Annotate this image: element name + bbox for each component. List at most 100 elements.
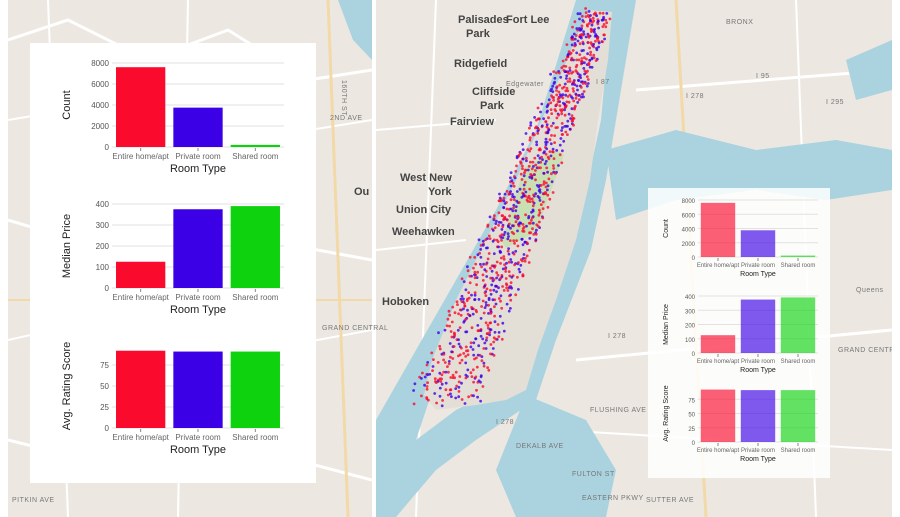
listing-point	[582, 90, 586, 93]
listing-point	[433, 392, 437, 395]
listing-point	[451, 373, 455, 377]
listing-point	[592, 53, 596, 57]
listing-point	[497, 286, 500, 290]
listing-point	[529, 147, 533, 151]
listing-point	[553, 141, 556, 145]
listing-point	[566, 119, 570, 123]
listing-point	[508, 214, 511, 218]
listing-point	[550, 180, 554, 184]
listing-point	[426, 361, 430, 364]
listing-point	[540, 102, 544, 106]
listing-point	[515, 239, 518, 243]
y-axis-label: Avg. Rating Score	[61, 342, 73, 430]
listing-point	[523, 240, 527, 244]
listing-point	[485, 262, 488, 266]
y-tick-label: 0	[105, 424, 110, 433]
listing-point	[544, 143, 548, 147]
listing-point	[488, 331, 492, 334]
listing-point	[509, 307, 512, 310]
y-tick-label: 300	[685, 309, 696, 315]
listing-point	[537, 213, 541, 217]
listing-point	[542, 180, 546, 184]
listing-point	[485, 287, 489, 291]
bar-chart: 0 25 50 75 Entire home/apt Private room Shared…	[61, 342, 284, 456]
listing-point	[501, 225, 505, 229]
listing-point	[564, 58, 568, 61]
listing-point	[475, 310, 478, 314]
listing-point	[450, 335, 454, 339]
listing-point	[546, 205, 550, 209]
listing-point	[562, 64, 566, 68]
listing-point	[505, 282, 508, 286]
map-label: PITKIN AVE	[12, 497, 55, 504]
listing-point	[522, 183, 526, 187]
listing-point	[480, 305, 483, 308]
listing-point	[588, 46, 591, 50]
listing-point	[479, 399, 482, 403]
map-label: Edgewater	[506, 81, 544, 88]
listing-point	[554, 104, 558, 107]
map-label: BRONX	[726, 19, 754, 26]
listing-point	[546, 184, 550, 188]
bar-chart: 0 100 200 300 400 Entire home/apt Private room…	[61, 200, 284, 316]
listing-point	[550, 124, 553, 128]
y-axis-label: Median Price	[663, 304, 670, 345]
listing-point	[505, 261, 508, 265]
listing-point	[539, 110, 542, 114]
listing-point	[421, 371, 424, 375]
listing-point	[502, 257, 506, 261]
listing-point	[448, 342, 452, 345]
listing-point	[502, 196, 506, 200]
y-tick-label: 50	[688, 413, 695, 419]
listing-point	[585, 75, 589, 78]
listing-point	[517, 201, 521, 204]
listing-point	[597, 45, 600, 49]
listing-point	[531, 160, 535, 164]
listing-point	[506, 237, 510, 241]
listing-point	[535, 228, 538, 232]
listing-point	[554, 109, 558, 113]
listing-point	[539, 203, 543, 207]
listing-point	[476, 329, 480, 333]
map-label: Fort Lee	[506, 14, 550, 26]
listing-point	[500, 306, 504, 310]
listing-point	[442, 370, 446, 374]
listing-point	[510, 260, 513, 264]
listing-point	[442, 358, 445, 362]
listing-point	[518, 187, 522, 191]
listing-point	[464, 355, 468, 358]
listing-point	[566, 133, 569, 137]
road	[415, 0, 437, 517]
listing-point	[566, 89, 570, 93]
listing-point	[463, 304, 467, 308]
listing-point	[444, 381, 448, 385]
x-tick-label: Shared room	[781, 263, 816, 269]
listing-point	[562, 85, 566, 89]
listing-point	[565, 77, 568, 80]
map-label: GRAND CENTRAL	[838, 347, 892, 354]
listing-point	[472, 394, 475, 398]
listing-point	[561, 59, 565, 63]
listing-point	[492, 288, 496, 292]
listing-point	[586, 78, 590, 81]
listing-point	[490, 264, 494, 268]
listing-point	[439, 380, 443, 383]
listing-point	[466, 265, 469, 269]
y-tick-label: 2000	[682, 242, 696, 248]
x-tick-label: Shared room	[232, 293, 279, 302]
listing-point	[524, 257, 527, 260]
listing-point	[517, 153, 521, 157]
listing-point	[584, 7, 587, 10]
listing-point	[531, 227, 534, 231]
listing-point	[479, 262, 482, 266]
listing-point	[574, 34, 578, 37]
bar	[230, 144, 280, 147]
listing-point	[500, 214, 504, 218]
listing-point	[425, 363, 429, 367]
listing-point	[487, 252, 491, 255]
listing-point	[589, 14, 592, 17]
listing-point	[528, 237, 532, 240]
listing-point	[497, 199, 501, 203]
listing-point	[473, 256, 477, 259]
